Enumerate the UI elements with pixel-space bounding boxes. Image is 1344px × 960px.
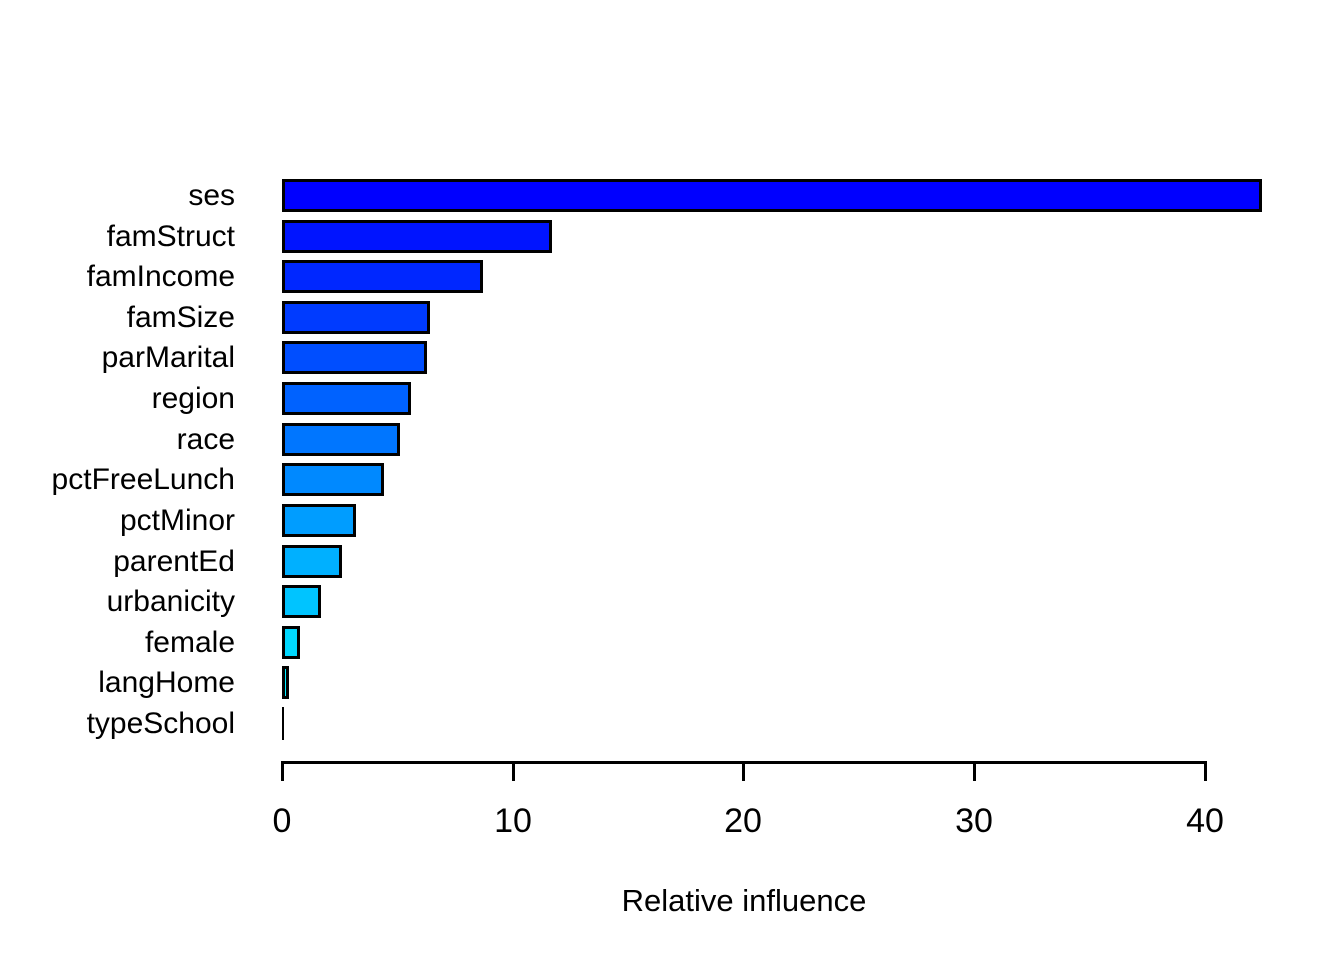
bar-langHome: [282, 666, 289, 699]
bar-famSize: [282, 301, 430, 334]
x-tick-label-0: 0: [272, 802, 292, 840]
category-label-parMarital: parMarital: [101, 341, 235, 374]
bar-pctMinor: [282, 504, 356, 537]
bar-parMarital: [282, 341, 427, 374]
bar-pctFreeLunch: [282, 463, 384, 496]
category-label-ses: ses: [188, 179, 235, 212]
bar-typeSchool: [282, 707, 284, 740]
category-label-famIncome: famIncome: [86, 260, 235, 293]
x-tick-label-10: 10: [494, 802, 532, 840]
category-label-typeSchool: typeSchool: [86, 707, 235, 740]
x-axis-title: Relative influence: [621, 883, 867, 918]
category-label-urbanicity: urbanicity: [106, 585, 235, 618]
x-tick-label-20: 20: [724, 802, 762, 840]
x-tick-30: [973, 761, 976, 781]
x-tick-label-30: 30: [955, 802, 993, 840]
category-label-langHome: langHome: [98, 666, 235, 699]
bar-ses: [282, 179, 1262, 212]
bar-female: [282, 626, 300, 659]
category-label-famStruct: famStruct: [106, 220, 235, 253]
bar-parentEd: [282, 545, 342, 578]
category-label-race: race: [176, 423, 235, 456]
x-tick-label-40: 40: [1186, 802, 1224, 840]
category-label-pctFreeLunch: pctFreeLunch: [51, 463, 235, 496]
bar-region: [282, 382, 411, 415]
category-label-famSize: famSize: [126, 301, 235, 334]
category-label-parentEd: parentEd: [113, 545, 235, 578]
bar-famIncome: [282, 260, 483, 293]
x-tick-20: [742, 761, 745, 781]
category-label-female: female: [144, 626, 235, 659]
bar-famStruct: [282, 220, 552, 253]
x-tick-40: [1204, 761, 1207, 781]
bar-race: [282, 423, 400, 456]
bar-urbanicity: [282, 585, 321, 618]
category-label-pctMinor: pctMinor: [119, 504, 235, 537]
x-tick-0: [281, 761, 284, 781]
x-tick-10: [512, 761, 515, 781]
category-label-region: region: [151, 382, 235, 415]
